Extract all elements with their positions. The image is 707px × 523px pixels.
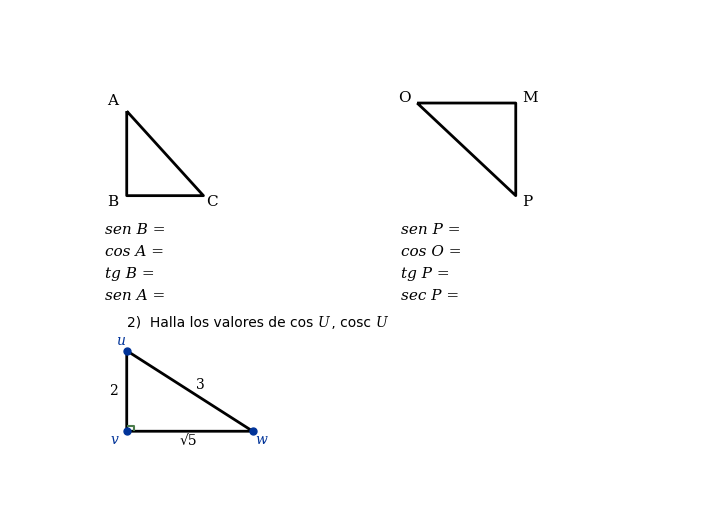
Text: sen A =: sen A = bbox=[105, 289, 170, 303]
Text: U: U bbox=[375, 315, 387, 329]
Text: cos O =: cos O = bbox=[401, 245, 466, 259]
Text: w: w bbox=[255, 433, 267, 447]
Text: M: M bbox=[522, 91, 538, 105]
Text: O: O bbox=[398, 91, 411, 105]
Text: U: U bbox=[317, 315, 329, 329]
Text: 3: 3 bbox=[197, 378, 205, 392]
Text: cos A =: cos A = bbox=[105, 245, 169, 259]
Text: u: u bbox=[116, 334, 124, 348]
Text: tg B =: tg B = bbox=[105, 267, 159, 281]
Text: A: A bbox=[107, 94, 119, 108]
Text: 2: 2 bbox=[109, 384, 117, 398]
Text: sen P =: sen P = bbox=[401, 223, 465, 237]
Text: C: C bbox=[206, 195, 218, 209]
Text: B: B bbox=[107, 195, 119, 209]
Text: sec P =: sec P = bbox=[401, 289, 464, 303]
Text: 2)  Halla los valores de cos: 2) Halla los valores de cos bbox=[127, 315, 317, 329]
Text: sen B =: sen B = bbox=[105, 223, 170, 237]
Text: P: P bbox=[522, 195, 532, 209]
Text: v: v bbox=[111, 433, 119, 447]
Text: tg P =: tg P = bbox=[401, 267, 454, 281]
Text: , cosc: , cosc bbox=[327, 315, 375, 329]
Text: √5: √5 bbox=[180, 434, 197, 448]
